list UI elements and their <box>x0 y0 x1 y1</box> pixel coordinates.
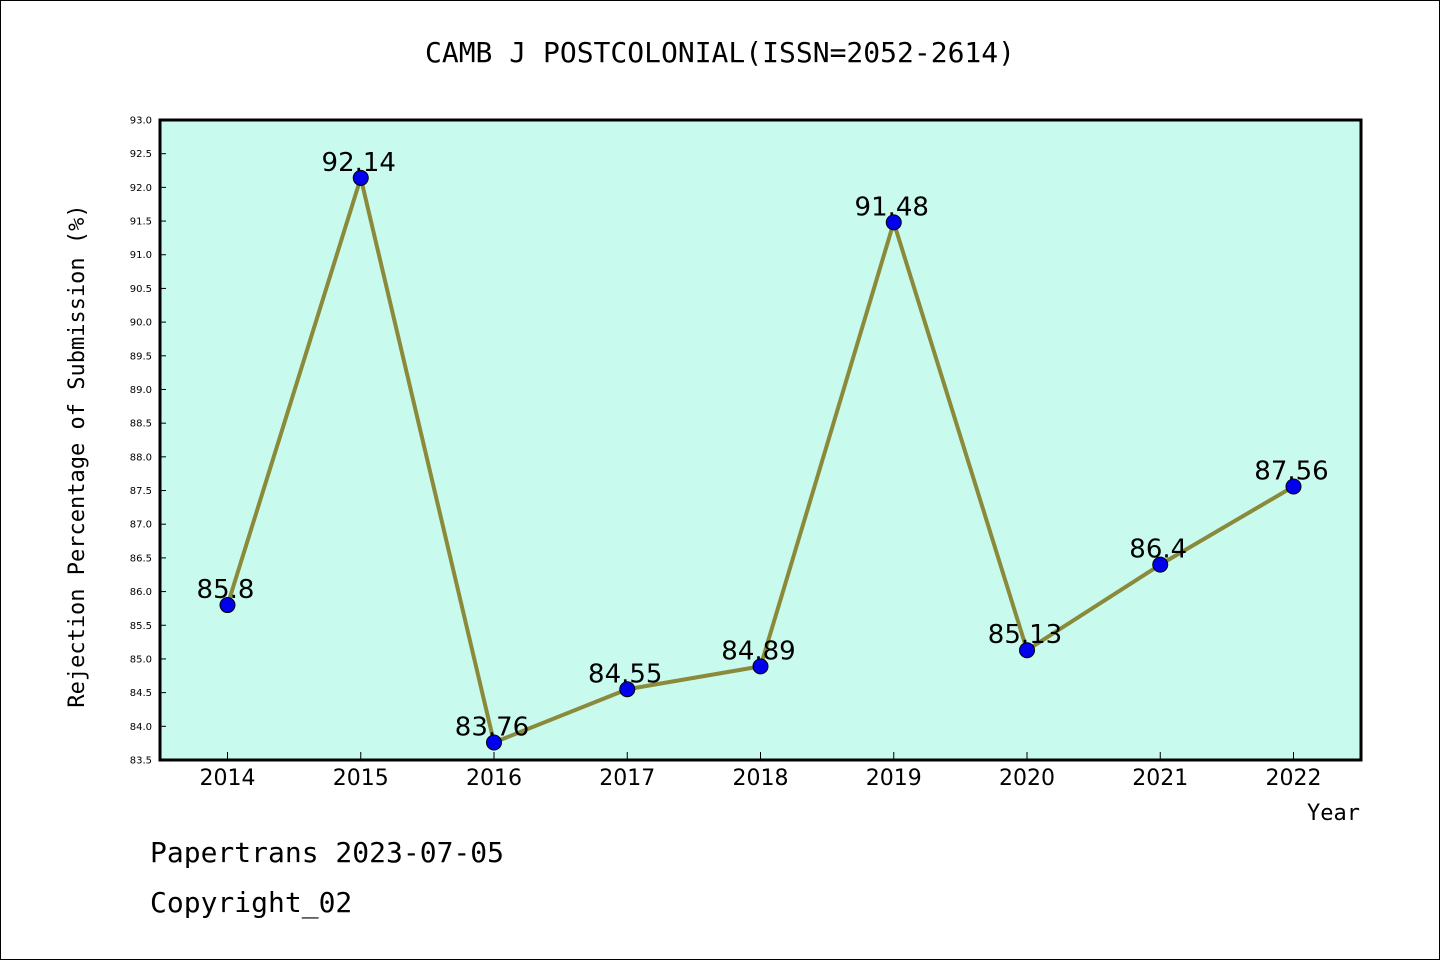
data-point <box>619 681 636 698</box>
data-point <box>486 734 502 751</box>
y-tick-label: 88.5 <box>130 419 152 430</box>
y-tick-label: 89.0 <box>130 385 152 396</box>
y-tick-label: 84.0 <box>130 722 152 733</box>
data-point <box>219 597 236 614</box>
x-axis-label: Year <box>1307 801 1360 826</box>
series-line <box>219 169 1302 751</box>
data-label: 85.8 <box>197 575 255 605</box>
y-axis-label: Rejection Percentage of Submission (%) <box>65 204 90 707</box>
y-tick-label: 90.5 <box>130 284 152 295</box>
data-label: 87.56 <box>1254 456 1328 486</box>
data-point <box>1285 478 1302 495</box>
y-tick-label: 86.5 <box>130 553 152 564</box>
x-tick-label: 2016 <box>466 766 522 791</box>
data-label: 84.89 <box>721 636 795 666</box>
data-label: 91.48 <box>855 192 929 222</box>
y-tick-label: 90.0 <box>130 318 152 329</box>
y-tick-label: 83.5 <box>130 756 152 767</box>
footer-date: Papertrans 2023-07-05 <box>150 836 505 869</box>
x-tick-label: 2014 <box>200 766 256 791</box>
data-point <box>885 214 902 231</box>
x-tick-label: 2017 <box>599 766 655 791</box>
data-point <box>1019 642 1035 659</box>
data-point <box>752 658 769 675</box>
footer-copyright: Copyright_02 <box>150 886 353 919</box>
x-tick-label: 2018 <box>733 766 789 791</box>
y-tick-label: 85.5 <box>130 621 152 632</box>
y-tick-label: 88.0 <box>130 452 152 463</box>
x-tick-label: 2022 <box>1266 766 1322 791</box>
y-tick-label: 85.0 <box>130 654 152 665</box>
y-tick-label: 86.0 <box>130 587 152 598</box>
y-tick-label: 87.0 <box>130 520 152 531</box>
chart-title: CAMB J POSTCOLONIAL(ISSN=2052-2614) <box>424 36 1015 69</box>
y-tick-label: 84.5 <box>130 688 152 699</box>
data-point <box>352 169 369 186</box>
data-point <box>1152 556 1169 573</box>
y-tick-label: 92.0 <box>130 183 152 194</box>
data-label: 86.4 <box>1129 535 1187 565</box>
x-tick-label: 2019 <box>866 766 922 791</box>
data-label: 83.76 <box>455 712 529 742</box>
x-axis: 2014 2015 2016 2017 2018 2019 2020 2021 2022 <box>200 752 1322 791</box>
x-tick-label: 2015 <box>333 766 389 791</box>
data-label: 92.14 <box>322 148 396 178</box>
data-label: 85.13 <box>988 620 1062 650</box>
x-tick-label: 2021 <box>1132 766 1188 791</box>
plot-area <box>160 120 1361 760</box>
y-tick-label: 87.5 <box>130 486 152 497</box>
y-tick-label: 91.0 <box>130 250 152 261</box>
data-label: 84.55 <box>588 659 662 689</box>
y-tick-label: 92.5 <box>130 149 152 160</box>
y-tick-label: 91.5 <box>130 217 152 228</box>
y-tick-label: 93.0 <box>130 116 152 127</box>
y-tick-label: 89.5 <box>130 351 152 362</box>
x-tick-label: 2020 <box>999 766 1055 791</box>
y-axis: 83.5 84.0 84.5 85.0 85.5 86.0 86.5 87.0 87.5 88.0… <box>130 116 166 767</box>
plot-border <box>158 118 1363 762</box>
data-labels: 85.8 92.14 83.76 84.55 84.89 91.48 85.13 86.4 87… <box>197 148 1329 743</box>
